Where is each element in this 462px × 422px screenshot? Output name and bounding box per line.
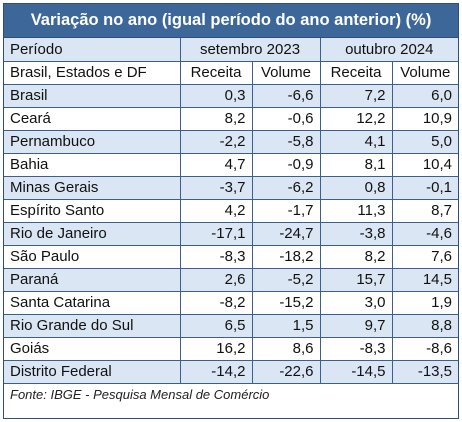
- receita-2024-value: -8,3: [320, 337, 393, 361]
- receita-2023-value: 6,5: [180, 314, 253, 338]
- volume-2023-value: -15,2: [252, 291, 321, 315]
- receita-2024-value: -14,5: [320, 360, 393, 384]
- volume-2023-value: -24,7: [252, 222, 321, 246]
- receita-2024-value: 4,1: [320, 130, 393, 154]
- volume-2024-value: -4,6: [392, 222, 459, 246]
- region-name: Distrito Federal: [4, 360, 181, 384]
- volume-2024-value: 8,8: [392, 314, 459, 338]
- volume-2024-value: -8,6: [392, 337, 459, 361]
- receita-2024-value: 7,2: [320, 84, 393, 108]
- table-row: Ceará 8,2 -0,6 12,2 10,9: [4, 107, 459, 131]
- receita-2023-value: 4,7: [180, 153, 253, 177]
- period-2-header: outubro 2024: [320, 38, 459, 62]
- period-1-header: setembro 2023: [180, 38, 321, 62]
- volume-2024-value: 8,7: [392, 199, 459, 223]
- receita-2023-value: 4,2: [180, 199, 253, 223]
- receita-2023-value: -2,2: [180, 130, 253, 154]
- receita-2024-value: 0,8: [320, 176, 393, 200]
- volume-2024-value: 10,4: [392, 153, 459, 177]
- table-row: São Paulo -8,3 -18,2 8,2 7,6: [4, 245, 459, 269]
- volume-2023-value: -5,2: [252, 268, 321, 292]
- receita-2024-value: 9,7: [320, 314, 393, 338]
- volume-2024-value: 6,0: [392, 84, 459, 108]
- volume-2024-value: -13,5: [392, 360, 459, 384]
- receita-1-header: Receita: [180, 61, 253, 85]
- region-label: Brasil, Estados e DF: [4, 61, 181, 85]
- receita-2024-value: 8,1: [320, 153, 393, 177]
- receita-2023-value: 16,2: [180, 337, 253, 361]
- table-row: Santa Catarina -8,2 -15,2 3,0 1,9: [4, 291, 459, 315]
- receita-2024-value: -3,8: [320, 222, 393, 246]
- region-name: Bahia: [4, 153, 181, 177]
- region-name: Ceará: [4, 107, 181, 131]
- table-title: Variação no ano (igual período do ano an…: [4, 4, 458, 38]
- volume-2024-value: -0,1: [392, 176, 459, 200]
- volume-2023-value: 1,5: [252, 314, 321, 338]
- region-name: Espírito Santo: [4, 199, 181, 223]
- table-row: Rio Grande do Sul 6,5 1,5 9,7 8,8: [4, 314, 459, 338]
- region-name: Minas Gerais: [4, 176, 181, 200]
- table-row: Espírito Santo 4,2 -1,7 11,3 8,7: [4, 199, 459, 223]
- region-name: Rio Grande do Sul: [4, 314, 181, 338]
- volume-2023-value: -6,2: [252, 176, 321, 200]
- receita-2023-value: -3,7: [180, 176, 253, 200]
- region-name: Santa Catarina: [4, 291, 181, 315]
- table-row: Brasil 0,3 -6,6 7,2 6,0: [4, 84, 459, 108]
- table-row: Bahia 4,7 -0,9 8,1 10,4: [4, 153, 459, 177]
- table-row: Paraná 2,6 -5,2 15,7 14,5: [4, 268, 459, 292]
- volume-2023-value: -5,8: [252, 130, 321, 154]
- table-row: Distrito Federal -14,2 -22,6 -14,5 -13,5: [4, 360, 459, 384]
- receita-2023-value: -8,2: [180, 291, 253, 315]
- table-body: Período setembro 2023 outubro 2024 Brasi…: [4, 38, 459, 384]
- volume-2023-value: -6,6: [252, 84, 321, 108]
- volume-2024-value: 7,6: [392, 245, 459, 269]
- volume-2024-value: 14,5: [392, 268, 459, 292]
- volume-2023-value: -18,2: [252, 245, 321, 269]
- region-name: São Paulo: [4, 245, 181, 269]
- data-table: Período setembro 2023 outubro 2024 Brasi…: [4, 38, 459, 384]
- volume-2-header: Volume: [392, 61, 459, 85]
- receita-2023-value: 0,3: [180, 84, 253, 108]
- receita-2023-value: -8,3: [180, 245, 253, 269]
- volume-2024-value: 5,0: [392, 130, 459, 154]
- volume-2024-value: 1,9: [392, 291, 459, 315]
- data-table-panel: Variação no ano (igual período do ano an…: [3, 3, 459, 419]
- source-footnote: Fonte: IBGE - Pesquisa Mensal de Comérci…: [4, 383, 458, 406]
- receita-2024-value: 3,0: [320, 291, 393, 315]
- table-row: Rio de Janeiro -17,1 -24,7 -3,8 -4,6: [4, 222, 459, 246]
- region-name: Pernambuco: [4, 130, 181, 154]
- period-header-row: Período setembro 2023 outubro 2024: [4, 38, 459, 62]
- table-row: Goiás 16,2 8,6 -8,3 -8,6: [4, 337, 459, 361]
- volume-2023-value: -22,6: [252, 360, 321, 384]
- table-row: Pernambuco -2,2 -5,8 4,1 5,0: [4, 130, 459, 154]
- column-header-row: Brasil, Estados e DF Receita Volume Rece…: [4, 61, 459, 85]
- table-row: Minas Gerais -3,7 -6,2 0,8 -0,1: [4, 176, 459, 200]
- region-name: Brasil: [4, 84, 181, 108]
- volume-2023-value: -0,9: [252, 153, 321, 177]
- period-label: Período: [4, 38, 181, 62]
- volume-2023-value: -0,6: [252, 107, 321, 131]
- receita-2023-value: 2,6: [180, 268, 253, 292]
- receita-2024-value: 11,3: [320, 199, 393, 223]
- volume-2023-value: 8,6: [252, 337, 321, 361]
- region-name: Rio de Janeiro: [4, 222, 181, 246]
- receita-2024-value: 15,7: [320, 268, 393, 292]
- receita-2023-value: -14,2: [180, 360, 253, 384]
- receita-2023-value: 8,2: [180, 107, 253, 131]
- receita-2-header: Receita: [320, 61, 393, 85]
- receita-2023-value: -17,1: [180, 222, 253, 246]
- receita-2024-value: 8,2: [320, 245, 393, 269]
- volume-2023-value: -1,7: [252, 199, 321, 223]
- volume-2024-value: 10,9: [392, 107, 459, 131]
- volume-1-header: Volume: [252, 61, 321, 85]
- region-name: Paraná: [4, 268, 181, 292]
- region-name: Goiás: [4, 337, 181, 361]
- receita-2024-value: 12,2: [320, 107, 393, 131]
